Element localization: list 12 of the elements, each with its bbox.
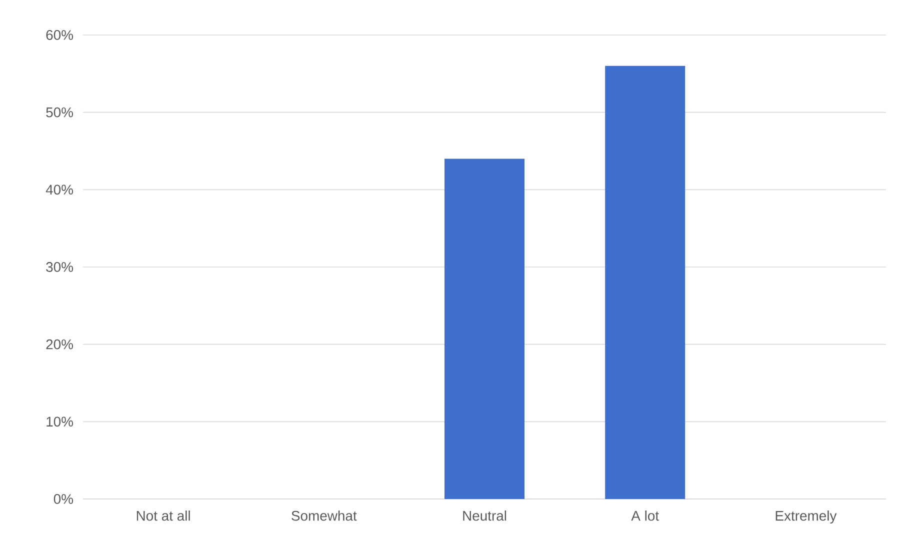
y-tick-label: 30% bbox=[46, 262, 74, 272]
y-tick-label: 20% bbox=[46, 339, 74, 350]
y-tick-label: 60% bbox=[46, 30, 74, 40]
x-tick-label: A lot bbox=[631, 510, 659, 521]
y-tick-label: 50% bbox=[46, 107, 74, 118]
y-tick-label: 10% bbox=[46, 416, 74, 427]
x-tick-label: Not at all bbox=[136, 510, 190, 521]
x-tick-label: Somewhat bbox=[292, 510, 357, 521]
y-tick-label: 40% bbox=[46, 184, 74, 195]
y-tick-label: 0% bbox=[54, 494, 74, 504]
x-tick-label: Extremely bbox=[776, 510, 837, 524]
x-tick-label: Neutral bbox=[463, 510, 506, 521]
